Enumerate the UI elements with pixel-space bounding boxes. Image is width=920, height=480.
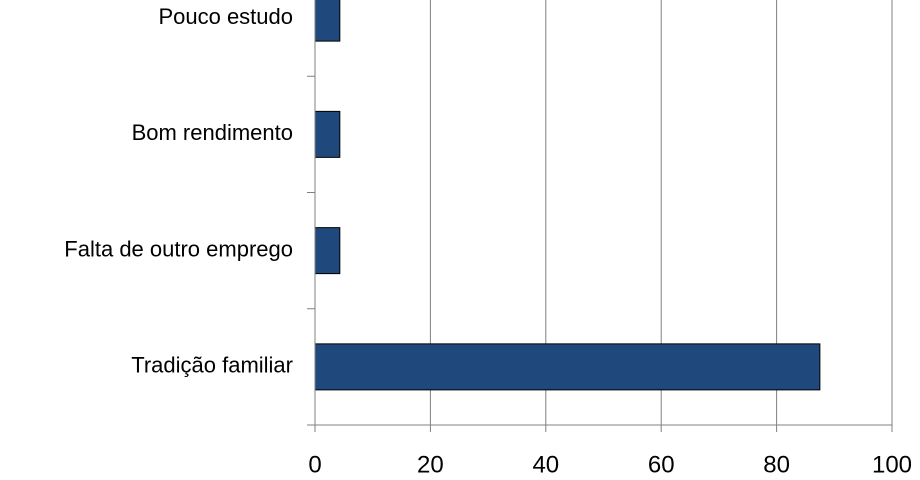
bar-1 — [314, 110, 341, 158]
bar-layer — [314, 0, 821, 391]
category-label: Falta de outro emprego — [64, 236, 293, 261]
x-tick-label: 0 — [308, 451, 321, 478]
x-tick-label: 100 — [872, 451, 912, 478]
x-tick-label: 80 — [763, 451, 790, 478]
bar-3 — [314, 343, 821, 391]
label-layer: Pouco estudo Bom rendimento Falta de outro… — [64, 4, 912, 478]
category-label: Bom rendimento — [132, 120, 293, 145]
category-label: Pouco estudo — [158, 4, 293, 29]
bar-2 — [314, 227, 341, 275]
axis-layer — [307, 0, 893, 432]
x-tick-label: 20 — [417, 451, 444, 478]
bar-0 — [314, 0, 341, 42]
category-label: Tradição familiar — [131, 353, 293, 378]
x-tick-label: 40 — [532, 451, 559, 478]
x-tick-label: 60 — [648, 451, 675, 478]
